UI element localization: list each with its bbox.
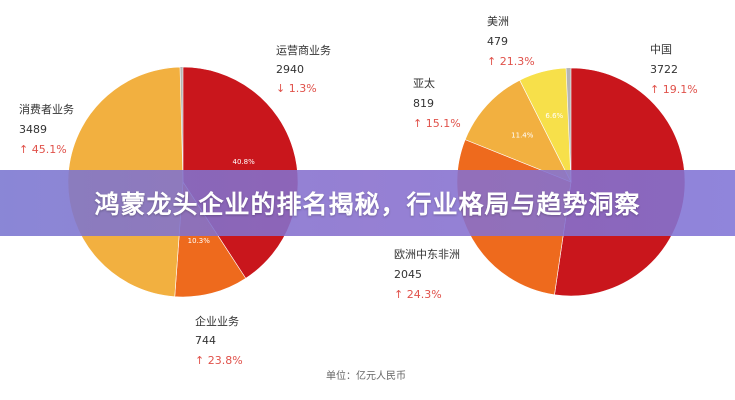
label-carrier-value: 2940 [276, 63, 304, 76]
slice-percent-label: 11.4% [511, 131, 534, 139]
label-emea-name: 欧洲中东非洲 [394, 248, 460, 261]
label-carrier-name: 运营商业务 [276, 43, 331, 57]
label-apac-change: ↑ 15.1% [413, 117, 461, 130]
label-emea-change: ↑ 24.3% [394, 288, 442, 301]
pie-slice-3 [519, 67, 572, 183]
slice-percent-label: 10.3% [188, 237, 211, 245]
label-china: 中国 3722 ↑ 19.1% [650, 43, 698, 96]
banner-title: 鸿蒙龙头企业的排名揭秘，行业格局与趋势洞察 [94, 190, 641, 219]
label-enterprise: 企业业务 744 ↑ 23.8% [195, 314, 243, 367]
pie-slice-2 [464, 79, 572, 183]
label-enterprise-value: 744 [195, 334, 216, 347]
label-apac-value: 819 [413, 97, 434, 110]
label-carrier-change: ↓ 1.3% [276, 82, 317, 95]
title-banner: 鸿蒙龙头企业的排名揭秘，行业格局与趋势洞察 [0, 170, 735, 236]
label-china-name: 中国 [650, 43, 672, 56]
label-china-value: 3722 [650, 63, 678, 76]
label-consumer: 消费者业务 3489 ↑ 45.1% [19, 102, 74, 156]
label-americas-change: ↑ 21.3% [487, 55, 535, 68]
label-americas-value: 479 [487, 35, 508, 48]
label-americas-name: 美洲 [487, 15, 509, 28]
label-consumer-name: 消费者业务 [19, 102, 74, 116]
label-americas: 美洲 479 ↑ 21.3% [487, 15, 535, 68]
slice-percent-label: 40.8% [233, 158, 256, 166]
label-carrier: 运营商业务 2940 ↓ 1.3% [276, 43, 331, 95]
unit-label: 单位：亿元人民币 [326, 369, 406, 382]
label-china-change: ↑ 19.1% [650, 83, 698, 96]
label-enterprise-change: ↑ 23.8% [195, 354, 243, 367]
label-consumer-change: ↑ 45.1% [19, 143, 67, 156]
label-emea-value: 2045 [394, 268, 422, 281]
label-enterprise-name: 企业业务 [195, 314, 239, 328]
label-consumer-value: 3489 [19, 123, 47, 136]
label-emea: 欧洲中东非洲 2045 ↑ 24.3% [394, 248, 460, 301]
label-apac: 亚太 819 ↑ 15.1% [413, 77, 461, 130]
slice-percent-label: 6.6% [545, 112, 563, 120]
label-apac-name: 亚太 [413, 77, 435, 90]
